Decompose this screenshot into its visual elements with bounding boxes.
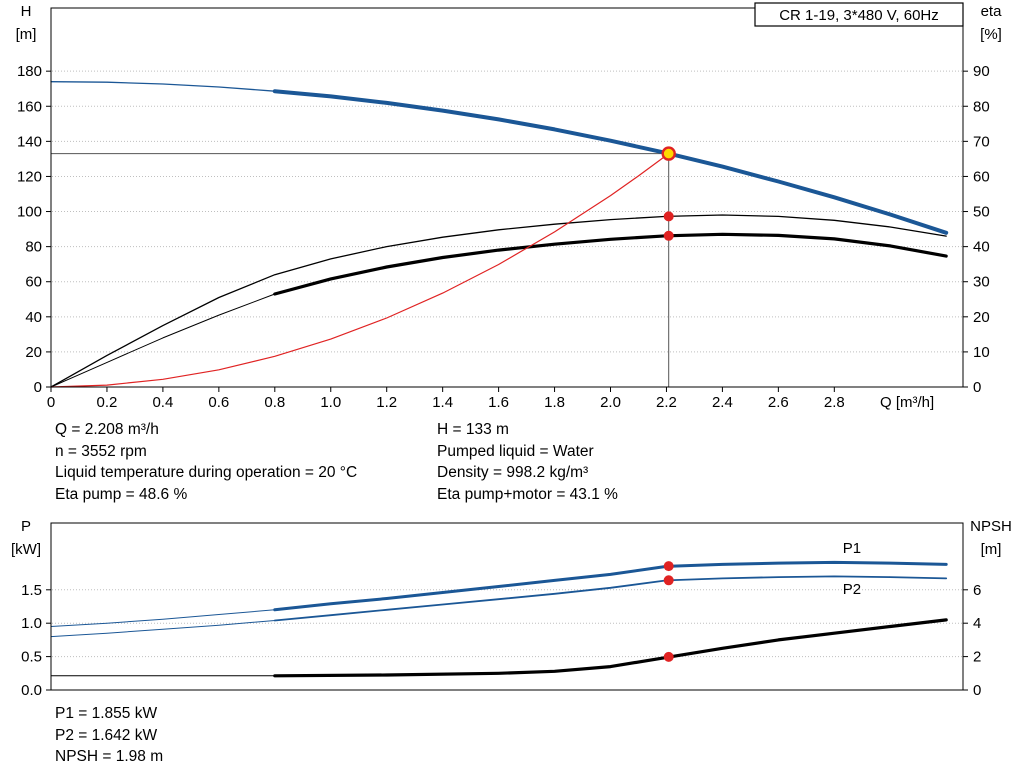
x-tick-label: 1.2 xyxy=(376,394,397,411)
info-line-speed: n = 3552 rpm xyxy=(55,442,147,460)
right-tick-label: 40 xyxy=(973,239,990,256)
duty-info-right-column: H = 133 m Pumped liquid = Water Density … xyxy=(437,419,618,505)
x-tick-label: 1.0 xyxy=(320,394,341,411)
operating-point-dot xyxy=(663,230,674,241)
right-tick-label: 80 xyxy=(973,98,990,115)
info-line-npsh: NPSH = 1.98 m xyxy=(55,748,164,765)
right-tick-label: 30 xyxy=(973,274,990,291)
left-tick-label: 60 xyxy=(25,274,42,291)
left-tick-label: 140 xyxy=(17,133,42,150)
x-tick-label: 2.4 xyxy=(712,394,733,411)
right-tick-label: 2 xyxy=(973,649,981,666)
hq-eta-chart: 0 20 40 60 80 100 120 140 160 180 0 10 20 30 40 50 60 70 8… xyxy=(16,2,1003,411)
right-tick-label: 90 xyxy=(973,63,990,80)
right-tick-label: 10 xyxy=(973,344,990,361)
left-tick-label: 180 xyxy=(17,63,42,80)
left-tick-label: 1.5 xyxy=(21,582,42,599)
right-axis-unit: [m] xyxy=(981,541,1002,558)
info-line-q: Q = 2.208 m³/h xyxy=(55,421,159,438)
info-line-density: Density = 998.2 kg/m³ xyxy=(437,464,589,481)
series-label: P1 xyxy=(843,540,861,557)
left-tick-label: 160 xyxy=(17,98,42,115)
left-tick-label: 40 xyxy=(25,309,42,326)
x-tick-label: 1.4 xyxy=(432,394,453,411)
plot-border xyxy=(50,522,964,691)
info-line-p2: P2 = 1.642 kW xyxy=(55,726,158,744)
x-tick-label: 0.8 xyxy=(264,394,285,411)
legend-box xyxy=(754,2,964,27)
x-tick-label: 1.6 xyxy=(488,394,509,411)
eta-pump-motor-curve-thin xyxy=(50,293,276,388)
right-tick-label: 4 xyxy=(973,615,981,632)
info-line-pumped-liquid: Pumped liquid = Water xyxy=(437,442,594,460)
plot-border xyxy=(50,7,964,388)
legend-label: CR 1-19, 3*480 V, 60Hz xyxy=(779,7,939,24)
info-line-h: H = 133 m xyxy=(437,421,509,438)
x-tick-label: 2.2 xyxy=(656,394,677,411)
power-npsh-info: P1 = 1.855 kW P2 = 1.642 kW NPSH = 1.98 … xyxy=(55,703,163,768)
p1-curve-thin xyxy=(50,609,276,627)
right-axis-unit: [%] xyxy=(980,26,1002,43)
x-tick-label: 0.6 xyxy=(208,394,229,411)
right-axis-title: NPSH xyxy=(970,518,1012,535)
npsh-curve xyxy=(273,618,948,678)
left-axis-title: P xyxy=(21,518,31,535)
duty-info-left-column: Q = 2.208 m³/h n = 3552 rpm Liquid tempe… xyxy=(55,419,357,505)
x-tick-label: 2.6 xyxy=(768,394,789,411)
right-tick-label: 50 xyxy=(973,204,990,221)
left-tick-label: 0.0 xyxy=(21,682,42,699)
x-tick-label: 2.0 xyxy=(600,394,621,411)
info-line-liquid-temp: Liquid temperature during operation = 20… xyxy=(55,464,358,481)
info-line-eta-pump-motor: Eta pump+motor = 43.1 % xyxy=(437,485,618,503)
p2-curve xyxy=(273,575,948,622)
x-tick-label: 2.8 xyxy=(824,394,845,411)
right-tick-label: 20 xyxy=(973,309,990,326)
x-axis-title: Q [m³/h] xyxy=(880,394,934,411)
operating-point-dot xyxy=(663,211,674,222)
eta-pump-motor-curve xyxy=(273,232,948,296)
operating-point-dot xyxy=(663,575,674,586)
left-tick-label: 20 xyxy=(25,344,42,361)
info-line-p1: P1 = 1.855 kW xyxy=(55,705,158,722)
left-axis-unit: [kW] xyxy=(11,541,41,558)
operating-point-dot xyxy=(663,561,674,572)
left-axis-unit: [m] xyxy=(16,26,37,43)
power-npsh-chart: 0.0 0.5 1.0 1.5 0 2 4 6 P [kW] NPSH [m] P1 P2 xyxy=(11,518,1012,699)
x-tick-label: 0 xyxy=(47,394,55,411)
left-tick-label: 100 xyxy=(17,204,42,221)
right-tick-label: 60 xyxy=(973,168,990,185)
duty-point-marker xyxy=(661,146,676,161)
left-tick-label: 120 xyxy=(17,168,42,185)
head-curve xyxy=(272,89,949,235)
p1-curve xyxy=(273,560,948,612)
operating-point-dot xyxy=(663,651,674,662)
left-tick-label: 0 xyxy=(34,379,42,396)
x-tick-label: 1.8 xyxy=(544,394,565,411)
left-tick-label: 1.0 xyxy=(21,615,42,632)
left-axis-title: H xyxy=(21,3,32,20)
eta-pump-curve xyxy=(50,214,947,388)
head-curve-thin xyxy=(50,81,276,92)
p2-curve-thin xyxy=(50,620,276,638)
right-tick-label: 6 xyxy=(973,582,981,599)
series-label: P2 xyxy=(843,581,861,598)
right-tick-label: 70 xyxy=(973,133,990,150)
right-tick-label: 0 xyxy=(973,379,981,396)
system-resistance-curve xyxy=(50,153,670,388)
right-tick-label: 0 xyxy=(973,682,981,699)
x-tick-label: 0.4 xyxy=(152,394,173,411)
left-tick-label: 0.5 xyxy=(21,649,42,666)
left-tick-label: 80 xyxy=(25,239,42,256)
x-tick-label: 0.2 xyxy=(97,394,118,411)
info-line-eta-pump: Eta pump = 48.6 % xyxy=(55,485,188,503)
right-axis-title: eta xyxy=(981,3,1003,20)
